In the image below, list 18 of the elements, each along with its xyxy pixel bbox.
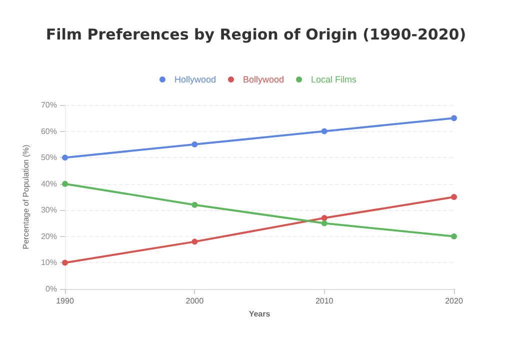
y-tick-label: 30% xyxy=(40,206,57,215)
y-tick-label: 50% xyxy=(40,153,57,162)
x-tick-label: 2000 xyxy=(186,296,204,306)
x-axis-title: Years xyxy=(248,309,271,318)
x-tick-label: 2010 xyxy=(315,296,334,306)
chart-title: Film Preferences by Region of Origin (1990-2020) xyxy=(46,26,466,44)
text: Local Films xyxy=(311,74,358,84)
y-tick-label: 0% xyxy=(45,284,57,294)
y-tick-label: 20% xyxy=(40,232,57,241)
text: Bollywood xyxy=(242,74,284,84)
x-tick-label: 2020 xyxy=(445,296,464,306)
y-tick-label: 10% xyxy=(40,258,57,268)
y-tick-label: 60% xyxy=(40,126,57,136)
text: Hollywood xyxy=(174,74,216,84)
x-tick-label: 1990 xyxy=(56,296,74,306)
y-axis-title: Percentage of Population (%) xyxy=(22,144,31,250)
y-tick-label: 40% xyxy=(40,179,57,188)
y-tick-label: 70% xyxy=(40,100,57,110)
